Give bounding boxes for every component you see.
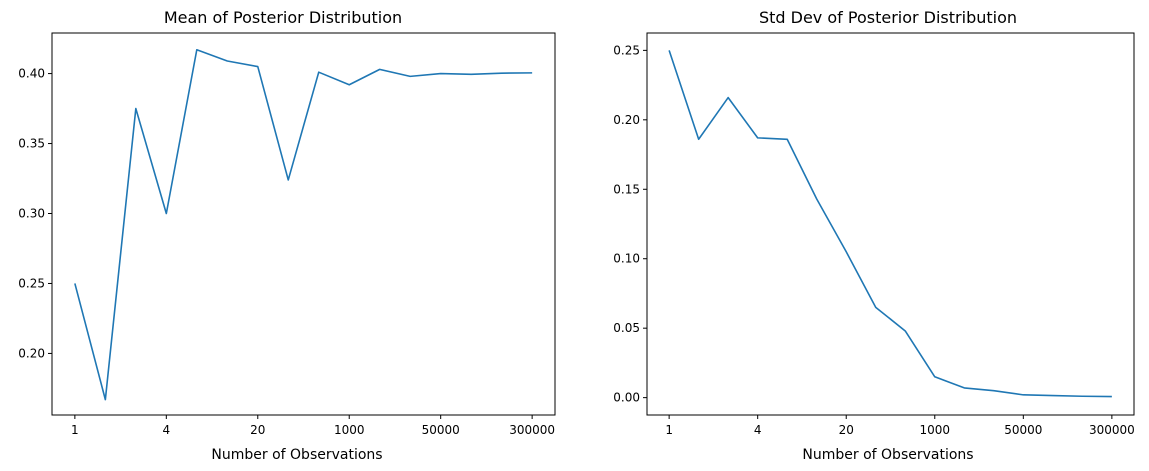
std-x-tick-label: 20 [839,423,854,437]
mean-y-tick-label: 0.35 [18,137,45,151]
std-series-line [668,50,1112,398]
mean-x-tick-label: 300000 [509,423,555,437]
mean-y-tick-label: 0.30 [18,207,45,221]
mean-chart-xlabel: Number of Observations [211,447,382,463]
mean-chart-title: Mean of Posterior Distribution [164,8,402,27]
std-y-tick-label: 0.10 [613,252,640,266]
std-y-tick-label: 0.05 [613,321,640,335]
mean-y-tick-label: 0.40 [18,67,45,81]
std-x-tick-label: 4 [754,423,762,437]
mean-x-tick-label: 1 [71,423,79,437]
mean-plot-area [51,32,556,416]
mean-chart: Mean of Posterior Distribution Number of… [18,8,556,463]
std-x-tick-label: 300000 [1089,423,1135,437]
mean-x-tick-label: 4 [162,423,170,437]
std-chart-title: Std Dev of Posterior Distribution [759,8,1017,27]
mean-series-line [74,48,533,401]
std-chart-xlabel: Number of Observations [802,447,973,463]
std-y-tick-label: 0.15 [613,182,640,196]
mean-x-tick-label: 1000 [334,423,365,437]
mean-y-tick-label: 0.20 [18,346,45,360]
std-y-tick-label: 0.20 [613,113,640,127]
std-x-tick-label: 1 [665,423,673,437]
std-x-tick-label: 50000 [1004,423,1042,437]
std-chart: Std Dev of Posterior Distribution Number… [613,8,1134,463]
std-plot-area [646,32,1135,416]
std-x-tick-label: 1000 [919,423,950,437]
std-y-tick-label: 0.25 [613,43,640,57]
mean-x-tick-label: 20 [250,423,265,437]
mean-x-tick-label: 50000 [422,423,460,437]
std-y-tick-label: 0.00 [613,391,640,405]
mean-y-tick-label: 0.25 [18,276,45,290]
